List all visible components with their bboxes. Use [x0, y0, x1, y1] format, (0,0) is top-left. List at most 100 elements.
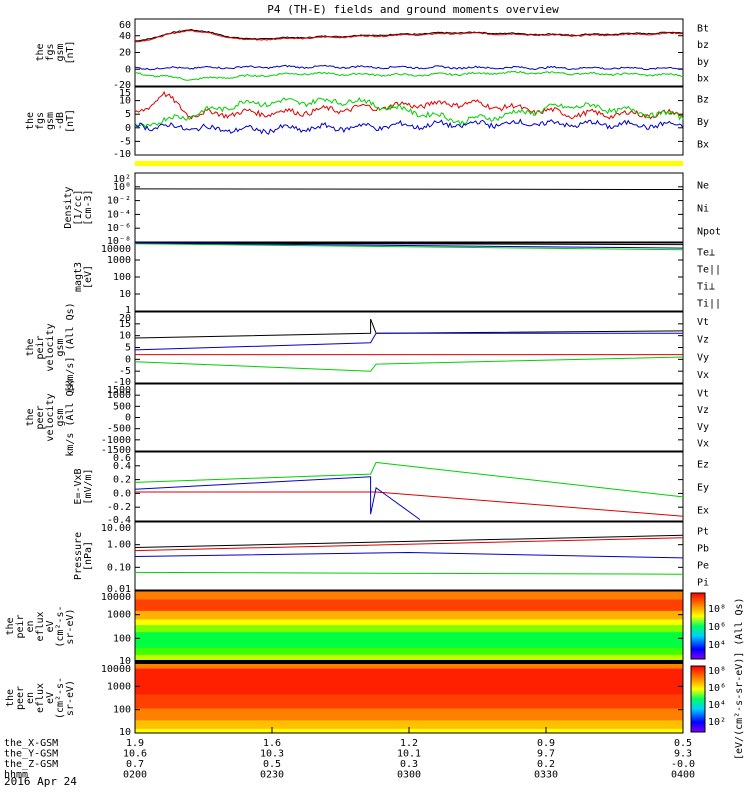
legend-entry: Pb	[697, 544, 709, 555]
y-tick-label: -0.2	[107, 502, 131, 513]
x-tick-label: 0.7	[126, 759, 144, 770]
y-axis-label: gsm	[55, 43, 66, 61]
x-tick-label: 0.9	[537, 738, 555, 749]
panel-frame	[134, 383, 684, 452]
series-line-Ey	[134, 461, 684, 498]
y-axis-label: E=-VxB	[73, 468, 84, 504]
y-tick-label: 0	[125, 413, 131, 424]
legend-entry: By	[697, 117, 709, 128]
y-tick-label: 10	[119, 96, 131, 107]
y-axis-label: velocity	[45, 323, 56, 371]
y-tick-label: 10000	[101, 664, 131, 675]
y-tick-label: -10	[113, 149, 131, 160]
figure-title: P4 (TH-E) fields and ground moments over…	[267, 3, 559, 16]
y-axis-label: eflux	[35, 611, 46, 641]
y-axis-label: the	[25, 338, 36, 356]
y-axis-label: peer	[35, 405, 46, 429]
y-tick-label: 10⁰	[113, 182, 131, 193]
heatmap-band	[135, 654, 683, 663]
y-tick-label: 1.00	[107, 540, 131, 551]
y-tick-label: 20	[119, 313, 131, 324]
series-line-Pi	[134, 551, 684, 559]
y-tick-label: 0	[125, 354, 131, 365]
panel-frame	[134, 451, 684, 522]
y-tick-label: 40	[119, 31, 131, 42]
y-axis-label: Density	[63, 186, 74, 228]
heatmap-band	[135, 591, 683, 601]
colorbar-tick: 10⁸	[708, 666, 726, 677]
y-axis-label: eflux	[35, 683, 46, 713]
x-axis-row-label: the_Y-GSM	[4, 749, 58, 760]
series-line-Ez	[135, 491, 684, 517]
y-tick-label: 1000	[107, 610, 131, 621]
y-axis-label: peer	[15, 686, 26, 710]
y-tick-label: -500	[107, 424, 131, 435]
y-axis-label: [cm-3]	[83, 189, 94, 225]
y-tick-label: 0	[125, 64, 131, 75]
y-axis-label: en	[25, 620, 36, 632]
y-tick-label: 10²	[113, 174, 131, 185]
heatmap-band	[135, 610, 683, 620]
y-axis-label: en	[25, 692, 36, 704]
x-axis-labels: the_X-GSM 1.9 1.6 1.2 0.9 0.5 the_Y-GSM 10.6 10.…	[4, 727, 695, 781]
series-line-Ex	[134, 476, 421, 521]
y-tick-label: 100	[113, 633, 131, 644]
legend-entry: Vt	[697, 388, 709, 399]
legend-entry: Vz	[697, 335, 709, 346]
y-tick-label: -1500	[101, 445, 131, 456]
legend-entry: Vz	[697, 405, 709, 416]
y-tick-label: 0.2	[113, 475, 131, 486]
panel-peer_eflux: 10000 1000 100 10 the peer en eflux eV (cm²-s-sr-…	[5, 662, 684, 738]
y-tick-label: 10	[119, 656, 131, 667]
x-tick-label: 1.9	[126, 738, 144, 749]
y-tick-label: 0	[125, 123, 131, 134]
y-tick-label: -0.4	[107, 515, 131, 526]
y-tick-label: 10⁻⁸	[107, 236, 131, 247]
y-axis-label: the	[5, 617, 16, 635]
heatmap-band	[135, 619, 683, 626]
heatmap-band	[135, 694, 683, 709]
panel-frame	[134, 18, 684, 87]
y-tick-label: 10.00	[101, 523, 131, 534]
x-tick-label: 10.1	[397, 749, 421, 760]
legend-entry: Vy	[697, 352, 709, 363]
x-tick-label: 10.3	[260, 749, 284, 760]
legend-entry: Ni	[697, 204, 709, 215]
legend-entry: Te||	[697, 265, 721, 276]
series-line-Bz	[134, 90, 684, 120]
heatmap-band	[135, 668, 683, 695]
y-axis-label: km/s (All Qs)	[65, 378, 76, 456]
y-tick-label: 10	[119, 331, 131, 342]
colorbar: 10⁸ 10⁶ 10⁴ 10⁸ 10⁶ 10⁴ 10² [eV/(cm²-s-s…	[690, 592, 745, 760]
panel-e_field: 0.60.4 0.2 0.0 -0.2 -0.4 E=-VxB [mV/m] Ez Ey Ex	[73, 451, 709, 526]
y-tick-label: 1000	[107, 390, 131, 401]
y-tick-label: 100	[113, 272, 131, 283]
legend-entry: Pi	[697, 578, 709, 589]
series-line-Ni	[134, 188, 684, 190]
y-tick-label: -20	[113, 80, 131, 91]
legend-entry: Npot	[697, 227, 721, 238]
x-axis-row-label: the_Z-GSM	[4, 759, 58, 770]
y-tick-label: 10⁻²	[107, 196, 131, 207]
y-axis-label: gsm	[55, 408, 66, 426]
x-tick-label: 10.6	[123, 749, 147, 760]
legend-entry: Bx	[697, 140, 709, 151]
y-axis-label: gsm	[55, 338, 66, 356]
x-tick-label: 9.3	[674, 749, 692, 760]
data-quality-bar	[135, 161, 683, 166]
series-line-bz	[134, 29, 684, 43]
y-axis-label: [eV]	[83, 265, 94, 289]
y-tick-label: 10000	[101, 244, 131, 255]
legend-entry: Vt	[697, 317, 709, 328]
y-axis-label: the	[25, 408, 36, 426]
y-axis-label: [mV/m]	[83, 468, 94, 504]
x-tick-label: 0.3	[400, 759, 418, 770]
colorbar-tick: 10⁶	[708, 683, 726, 694]
series-line-Vy	[134, 356, 684, 372]
x-tick-label: 0200	[123, 770, 147, 781]
y-tick-label: 1000	[107, 255, 131, 266]
colorbar-lower-gradient	[690, 665, 706, 733]
